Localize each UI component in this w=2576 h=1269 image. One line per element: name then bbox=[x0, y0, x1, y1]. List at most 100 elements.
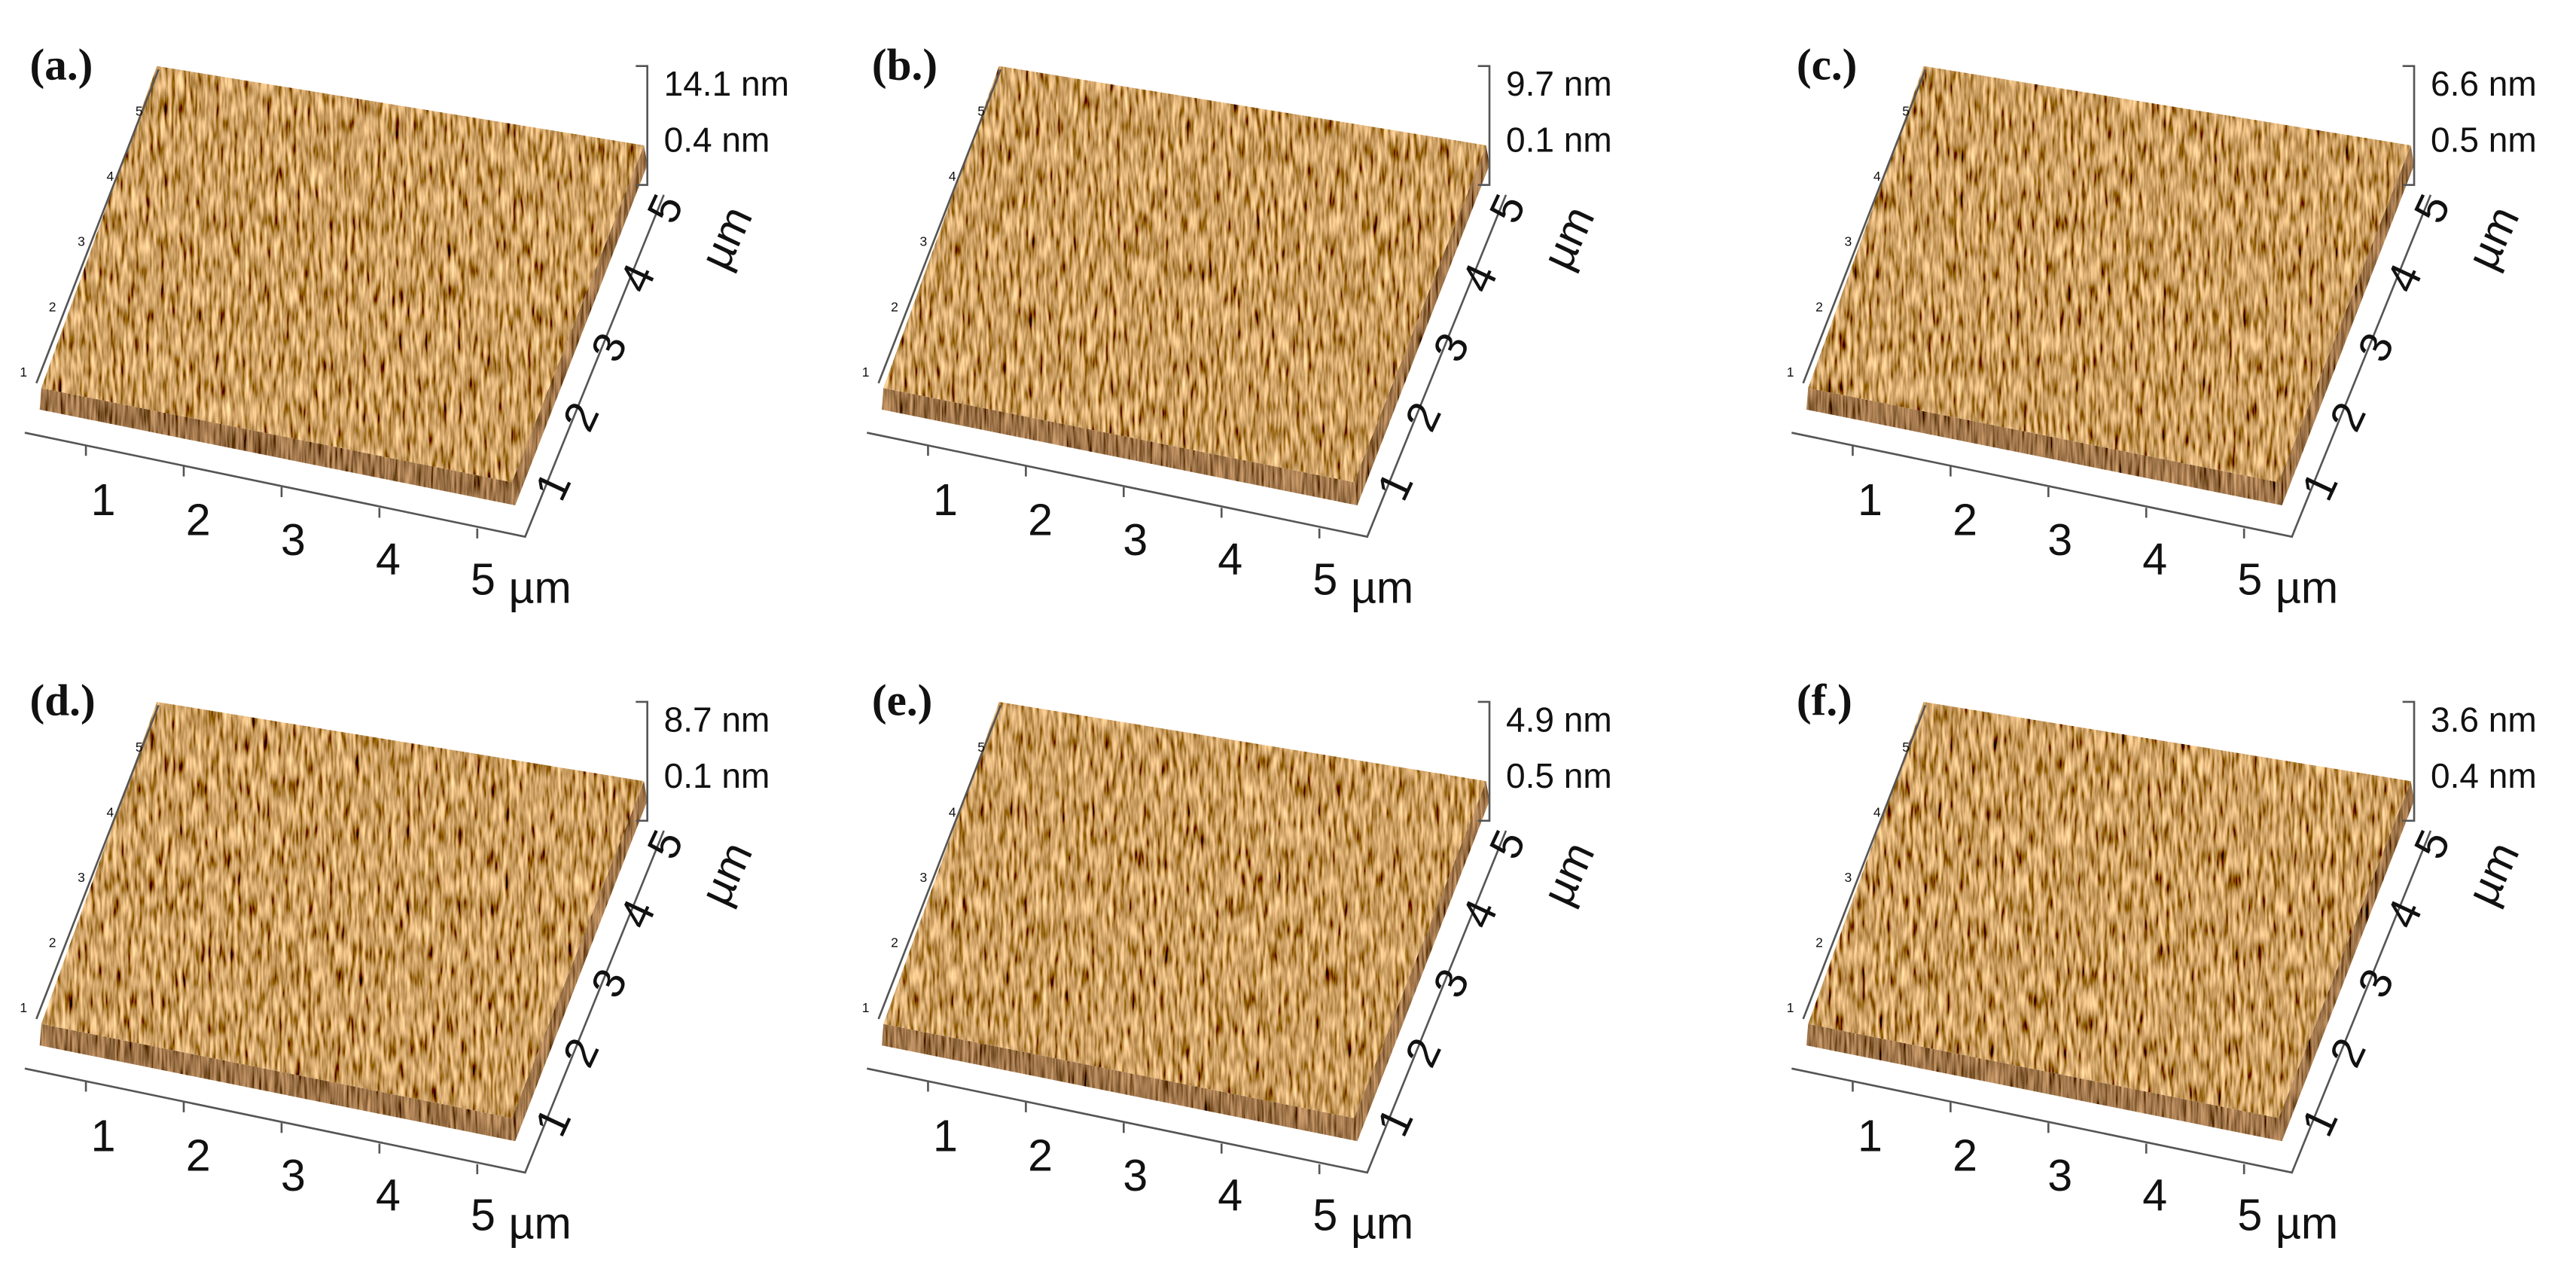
z-min-label: 0.4 nm bbox=[664, 120, 770, 160]
x-tick-label: 5 bbox=[2237, 1190, 2262, 1240]
x-tick-label: 1 bbox=[91, 474, 116, 525]
z-tick-label: 2 bbox=[1815, 299, 1823, 314]
surface-top bbox=[883, 701, 1486, 1118]
z-tick-label: 1 bbox=[20, 1000, 27, 1015]
z-tick-label: 5 bbox=[1902, 104, 1910, 119]
y-unit: µm bbox=[2456, 198, 2529, 276]
y-tick-label: 5 bbox=[637, 822, 694, 866]
z-tick-label: 2 bbox=[49, 299, 56, 314]
axis-lines bbox=[1791, 830, 2432, 1174]
panel-label: (f.) bbox=[1797, 676, 1852, 725]
z-scale-bar bbox=[1477, 65, 1491, 186]
x-tick-label: 2 bbox=[1028, 494, 1053, 545]
y-unit: µm bbox=[690, 198, 762, 276]
y-tick-label: 5 bbox=[2404, 187, 2460, 230]
z-min-label: 0.1 nm bbox=[664, 756, 770, 795]
z-tick-label: 5 bbox=[1902, 740, 1910, 755]
z-tick-label: 5 bbox=[977, 740, 985, 755]
surface-front bbox=[1806, 388, 2282, 506]
z-tick-label: 1 bbox=[862, 1000, 870, 1015]
z-min-label: 0.5 nm bbox=[2431, 120, 2537, 160]
x-tick-label: 2 bbox=[1953, 1130, 1977, 1181]
axis-lines bbox=[24, 830, 665, 1174]
z-tick-label: 5 bbox=[977, 104, 985, 119]
surface-right bbox=[1354, 145, 1490, 506]
y-unit: µm bbox=[1532, 198, 1604, 276]
z-axis-line bbox=[1802, 704, 1927, 1020]
z-axis-line bbox=[1802, 69, 1927, 384]
surface-right bbox=[2279, 781, 2415, 1142]
x-tick-label: 1 bbox=[1858, 1110, 1882, 1161]
x-tick-label: 3 bbox=[281, 514, 306, 565]
x-unit: µm bbox=[1351, 562, 1413, 612]
x-tick-label: 1 bbox=[933, 474, 958, 525]
axis-lines bbox=[1791, 194, 2432, 538]
surface-front bbox=[1806, 1023, 2282, 1142]
z-tick-label: 4 bbox=[1873, 804, 1881, 819]
z-tick-label: 1 bbox=[862, 365, 870, 380]
surface-top bbox=[1808, 701, 2411, 1118]
z-max-label: 8.7 nm bbox=[664, 700, 770, 739]
surface-right bbox=[2279, 145, 2415, 506]
x-tick-label: 2 bbox=[186, 1130, 211, 1181]
x-tick-label: 1 bbox=[91, 1110, 116, 1161]
z-axis-line bbox=[35, 69, 160, 384]
z-scale-bar bbox=[2402, 65, 2416, 186]
x-tick-label: 1 bbox=[1858, 474, 1882, 525]
x-tick-label: 3 bbox=[2047, 514, 2072, 565]
x-tick-label: 4 bbox=[376, 534, 401, 584]
x-tick-label: 4 bbox=[376, 1170, 401, 1220]
surface-right bbox=[511, 145, 648, 506]
z-tick-label: 3 bbox=[919, 870, 927, 885]
x-tick-label: 4 bbox=[2142, 534, 2167, 584]
panel-label: (d.) bbox=[30, 676, 96, 725]
z-tick-label: 5 bbox=[136, 104, 143, 119]
z-axis-line bbox=[877, 69, 1002, 384]
z-tick-label: 2 bbox=[49, 935, 56, 950]
x-tick-label: 5 bbox=[1312, 1190, 1337, 1240]
z-axis-line bbox=[877, 704, 1002, 1020]
z-tick-label: 4 bbox=[107, 169, 114, 184]
z-min-label: 0.4 nm bbox=[2431, 756, 2537, 795]
x-unit: µm bbox=[2276, 1198, 2338, 1249]
z-tick-label: 4 bbox=[949, 804, 956, 819]
z-max-label: 9.7 nm bbox=[1506, 64, 1612, 103]
z-max-label: 6.6 nm bbox=[2431, 64, 2537, 103]
z-tick-label: 4 bbox=[107, 804, 114, 819]
z-max-label: 3.6 nm bbox=[2431, 700, 2537, 739]
x-unit: µm bbox=[508, 1198, 571, 1249]
z-scale-bar bbox=[636, 65, 648, 186]
z-tick-label: 2 bbox=[891, 935, 898, 950]
x-tick-label: 2 bbox=[1028, 1130, 1053, 1181]
z-tick-label: 1 bbox=[20, 365, 27, 380]
axis-lines bbox=[24, 194, 665, 538]
x-tick-label: 5 bbox=[1312, 554, 1337, 604]
z-tick-label: 2 bbox=[1815, 935, 1823, 950]
x-tick-label: 5 bbox=[471, 1190, 495, 1240]
panel-label: (e.) bbox=[872, 676, 933, 725]
x-unit: µm bbox=[508, 562, 571, 612]
x-tick-label: 2 bbox=[1953, 494, 1977, 545]
y-unit: µm bbox=[690, 834, 762, 913]
x-tick-label: 3 bbox=[1123, 1150, 1148, 1200]
surface-top bbox=[1808, 66, 2411, 483]
x-tick-label: 3 bbox=[1123, 514, 1148, 565]
z-tick-label: 5 bbox=[136, 740, 143, 755]
surface-top bbox=[41, 66, 645, 483]
y-unit: µm bbox=[2456, 834, 2529, 913]
x-tick-label: 5 bbox=[2237, 554, 2262, 604]
x-unit: µm bbox=[1351, 1198, 1413, 1249]
y-unit: µm bbox=[1532, 834, 1604, 913]
z-tick-label: 4 bbox=[1873, 169, 1881, 184]
z-tick-label: 3 bbox=[78, 870, 85, 885]
z-max-label: 4.9 nm bbox=[1506, 700, 1612, 739]
surface-front bbox=[882, 388, 1358, 506]
z-tick-label: 1 bbox=[1787, 365, 1794, 380]
z-scale-bar bbox=[1477, 700, 1491, 822]
z-tick-label: 4 bbox=[949, 169, 956, 184]
